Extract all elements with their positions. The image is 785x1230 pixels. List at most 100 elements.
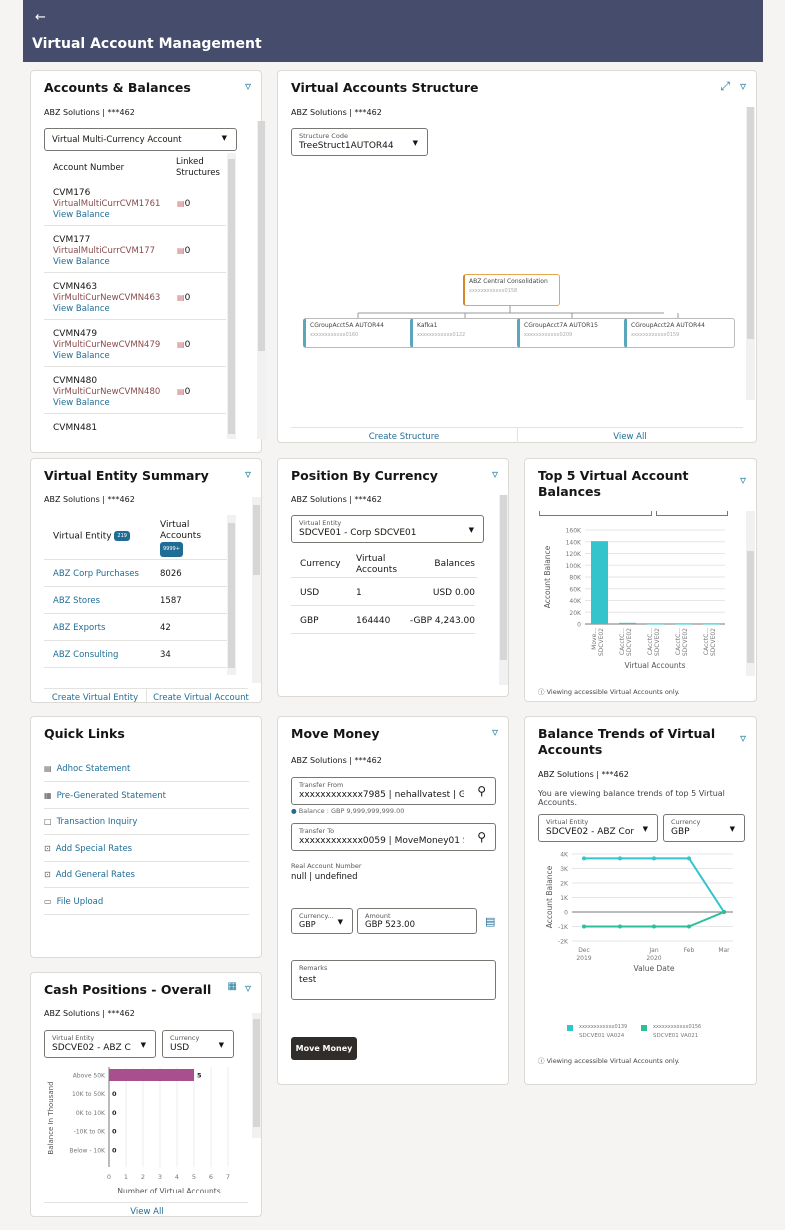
tree-node-root[interactable]: ABZ Central Consolidation xxxxxxxxxxxx015…	[463, 274, 560, 306]
filter-icon[interactable]: ▿	[739, 731, 746, 745]
scrollbar[interactable]	[257, 121, 266, 439]
structure-code-select[interactable]: Structure Code TreeStruct1AUTOR44 ▼	[291, 128, 428, 156]
col-virtual-entity: Virtual Entity 219	[53, 531, 130, 542]
scrollbar[interactable]	[499, 495, 508, 685]
data-point	[652, 924, 656, 929]
linked-structures[interactable]: ▤0	[177, 293, 190, 303]
create-virtual-account-link[interactable]: Create Virtual Account	[153, 693, 249, 703]
linked-structures[interactable]: ▤0	[177, 340, 190, 350]
search-icon[interactable]: ⚲	[477, 830, 486, 844]
data-label: 5	[197, 1072, 202, 1080]
view-balance-link[interactable]: View Balance	[53, 257, 110, 267]
bar	[647, 624, 664, 625]
currency-select[interactable]: Currency GBP ▼	[663, 814, 745, 842]
currency-select[interactable]: Currency USD ▼	[162, 1030, 234, 1058]
x-tick-label: CAcctC...	[647, 628, 654, 655]
bar	[703, 624, 720, 625]
filter-icon[interactable]: ▿	[491, 467, 498, 481]
entity-name-link[interactable]: ABZ Corp Purchases	[53, 569, 139, 579]
y-tick-label: 3K	[560, 866, 569, 873]
filter-icon[interactable]: ▿	[739, 473, 746, 487]
view-balance-link[interactable]: View Balance	[53, 210, 110, 220]
account-count: 8026	[160, 569, 182, 579]
table-scrollbar[interactable]	[227, 153, 236, 439]
field-value: test	[299, 975, 317, 985]
quick-link[interactable]: ▭ File Upload	[44, 888, 249, 915]
filter-icon[interactable]: ▿	[244, 981, 251, 995]
quick-link[interactable]: ⊡ Add General Rates	[44, 861, 249, 888]
entity-name-link[interactable]: ABZ Exports	[53, 623, 106, 633]
virtual-entity-select[interactable]: Virtual Entity SDCVE02 - ABZ Cor ▼	[538, 814, 658, 842]
card-title: Virtual Entity Summary	[44, 468, 209, 483]
view-balance-link[interactable]: View Balance	[53, 398, 110, 408]
entity-name-link[interactable]: ABZ Stores	[53, 596, 101, 606]
tree-node[interactable]: Kafka1 xxxxxxxxxxxx0122	[410, 318, 521, 348]
linked-structures[interactable]: ▤0	[177, 199, 190, 209]
x-axis-title: Value Date	[634, 964, 675, 973]
view-balance-link[interactable]: View Balance	[53, 351, 110, 361]
balance: USD 0.00	[432, 588, 475, 598]
card-title: Top 5 Virtual Account Balances	[538, 468, 689, 499]
virtual-entity-select[interactable]: Virtual Entity SDCVE01 - Corp SDCVE01 ▼	[291, 515, 484, 543]
quick-link[interactable]: □ Transaction Inquiry	[44, 808, 249, 835]
tree-node[interactable]: CGroupAcct7A AUTOR15 xxxxxxxxxxxx0209	[517, 318, 628, 348]
create-virtual-entity-link[interactable]: Create Virtual Entity	[51, 693, 139, 703]
filter-icon[interactable]: ▿	[244, 467, 251, 481]
table-scrollbar[interactable]	[227, 515, 236, 675]
remarks-textarea[interactable]: Remarks test	[291, 960, 496, 1000]
node-name: CGroupAcct2A AUTOR44	[631, 322, 705, 329]
view-all-link[interactable]: View All	[130, 1207, 164, 1217]
y-tick-label: -10K to 0K	[74, 1129, 106, 1136]
view-balance-link[interactable]: View Balance	[53, 304, 110, 314]
view-all-link[interactable]: View All	[613, 432, 647, 442]
quick-link-label: Adhoc Statement	[56, 764, 131, 774]
transfer-from-input[interactable]: Transfer From xxxxxxxxxxxx7985 | nehallva…	[291, 777, 496, 805]
field-value: USD	[170, 1043, 190, 1053]
col-currency: Currency	[300, 559, 341, 569]
trends-note: ⓘ Viewing accessible Virtual Accounts on…	[538, 1057, 680, 1065]
entity-name-link[interactable]: ABZ Consulting	[53, 650, 119, 660]
move-money-button[interactable]: Move Money	[291, 1037, 357, 1060]
search-icon[interactable]: ⚲	[477, 784, 486, 798]
amount-input[interactable]: Amount GBP 523.00	[357, 908, 477, 934]
account-name: VirMultiCurNewCVMN463	[53, 293, 161, 303]
table-view-icon[interactable]: ▦	[227, 981, 237, 992]
quick-link[interactable]: ▦ Pre-Generated Statement	[44, 782, 249, 809]
calculator-icon[interactable]: ▤	[485, 915, 496, 928]
company-label: ABZ Solutions | ***462	[291, 495, 382, 504]
account-row: CVMN480 VirMultiCurNewCVMN480 View Balan…	[44, 367, 226, 414]
filter-icon[interactable]: ▿	[739, 79, 746, 93]
caret-down-icon: ▼	[468, 526, 474, 534]
x-tick-label: 2019	[576, 955, 591, 962]
arrow-left-icon[interactable]: ←	[35, 10, 46, 25]
account-type-select[interactable]: Virtual Multi-Currency Account ▼	[44, 128, 237, 151]
series-line	[584, 911, 725, 928]
transfer-to-input[interactable]: Transfer To xxxxxxxxxxxx0059 | MoveMoney0…	[291, 823, 496, 851]
field-value: GBP	[671, 827, 690, 837]
data-label: 0	[112, 1128, 117, 1136]
currency-select[interactable]: Currency... GBP ▼	[291, 908, 353, 934]
scrollbar[interactable]	[252, 1013, 261, 1138]
account-row: CVMN479 VirMultiCurNewCVMN479 View Balan…	[44, 320, 226, 367]
linked-structures[interactable]: ▤0	[177, 387, 190, 397]
scrollbar[interactable]	[746, 107, 755, 400]
linked-structures[interactable]: ▤0	[177, 246, 190, 256]
filter-icon[interactable]: ▿	[491, 725, 498, 739]
field-value: GBP 523.00	[365, 920, 415, 930]
create-structure-link[interactable]: Create Structure	[368, 432, 440, 442]
quick-link[interactable]: ⊡ Add Special Rates	[44, 835, 249, 862]
tree-node[interactable]: CGroupAcct2A AUTOR44 xxxxxxxxxxxx0159	[624, 318, 735, 348]
filter-icon[interactable]: ▿	[244, 79, 251, 93]
tree-node[interactable]: CGroupAcct5A AUTOR44 xxxxxxxxxxxx0160	[303, 318, 414, 348]
virtual-entity-select[interactable]: Virtual Entity SDCVE02 - ABZ C ▼	[44, 1030, 156, 1058]
quick-link[interactable]: ▤ Adhoc Statement	[44, 755, 249, 782]
expand-icon[interactable]: ⤢	[720, 79, 730, 93]
linked-count: 0	[184, 387, 191, 397]
field-value: GBP	[299, 920, 316, 929]
data-point	[618, 856, 622, 861]
y-axis-title: Account Balance	[545, 865, 554, 928]
scrollbar[interactable]	[746, 511, 755, 676]
scrollbar[interactable]	[252, 497, 261, 683]
top5-note: ⓘ Viewing accessible Virtual Accounts on…	[538, 688, 680, 696]
